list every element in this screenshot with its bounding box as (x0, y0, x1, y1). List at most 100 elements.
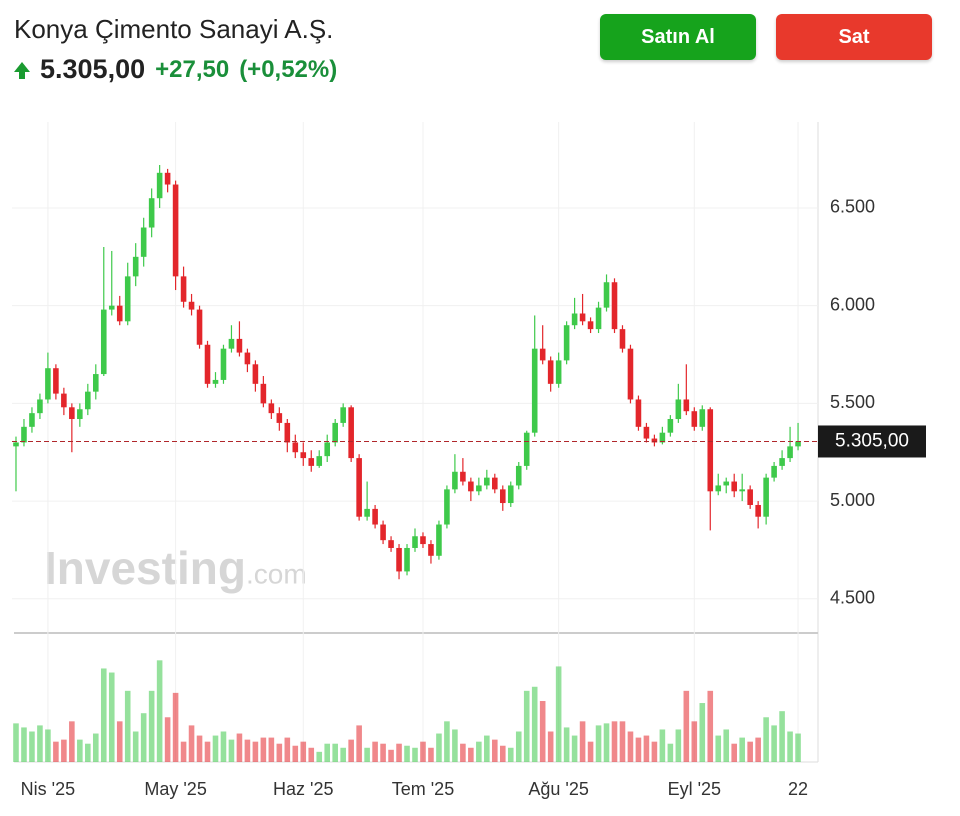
candle-body (180, 276, 187, 302)
volume-bar (316, 751, 323, 762)
candle-body (723, 481, 730, 486)
candle-body (452, 471, 458, 490)
candle-body (380, 524, 386, 541)
candle-body (412, 536, 418, 548)
candle-body (587, 321, 594, 330)
candle-body (507, 485, 514, 504)
candle-body (340, 407, 346, 423)
watermark-suffix: .com (246, 558, 307, 589)
last-price: 5.305,00 (40, 54, 146, 84)
candle-body (324, 442, 331, 457)
volume-bar (579, 721, 586, 762)
candle-body (228, 338, 235, 349)
volume-bar (675, 729, 682, 762)
candle-body (563, 325, 570, 361)
x-tick-label: Nis '25 (21, 779, 75, 799)
volume-bar (85, 743, 91, 762)
candle-body (436, 524, 442, 556)
volume-bar (755, 737, 761, 762)
volume-bar (707, 690, 714, 762)
volume-bar (460, 743, 466, 762)
candle-body (156, 172, 163, 199)
volume-bar (116, 721, 123, 762)
volume-bar (100, 668, 107, 762)
candle-body (77, 409, 83, 420)
volume-bar (499, 745, 506, 762)
volume-bar (372, 741, 378, 762)
volume-bar (172, 692, 179, 762)
buy-button[interactable]: Satın Al (600, 14, 756, 60)
volume-bar (124, 690, 131, 762)
candle-body (308, 458, 315, 466)
volume-bar (611, 721, 618, 762)
volume-bar (691, 721, 698, 762)
volume-bar (659, 729, 666, 762)
volume-bar (148, 690, 155, 762)
volume-bar (747, 741, 753, 762)
candle-body (468, 481, 474, 492)
candle-body (484, 477, 490, 486)
candle-body (276, 413, 283, 423)
candle-body (444, 489, 450, 525)
up-arrow (14, 61, 30, 79)
volume-bar (220, 731, 227, 762)
candle-body (731, 481, 738, 492)
candle-body (428, 544, 434, 556)
volume-bar (715, 735, 722, 762)
volume-bar (204, 741, 211, 762)
volume-bar (595, 725, 602, 762)
candle-body (595, 307, 602, 330)
y-tick-label: 4.500 (830, 588, 875, 608)
candle-body (755, 504, 761, 517)
candle-body (148, 198, 155, 228)
candle-body (124, 276, 131, 322)
volume-bar (340, 747, 346, 762)
volume-bar (324, 743, 331, 762)
volume-bar (412, 747, 418, 762)
candle-body (747, 489, 753, 505)
candle-body (420, 536, 426, 545)
y-tick-label: 6.000 (830, 294, 875, 314)
volume-bar (643, 735, 650, 762)
volume-bar (332, 743, 338, 762)
volume-bar (436, 733, 442, 762)
volume-bar (476, 741, 482, 762)
x-tick-label: Eyl '25 (668, 779, 721, 799)
volume-bar (627, 731, 634, 762)
volume-bar (53, 741, 59, 762)
volume-bar (699, 703, 706, 762)
candle-body (140, 227, 147, 257)
candle-body (108, 305, 115, 310)
candle-body (643, 426, 650, 439)
volume-bar (563, 727, 570, 762)
volume-bar (45, 729, 51, 762)
volume-bar (260, 737, 267, 762)
candle-body (252, 364, 259, 384)
candle-body (523, 432, 530, 466)
volume-bar (651, 741, 658, 762)
candle-body (739, 489, 745, 492)
volume-bar (108, 672, 115, 762)
volume-bar (92, 733, 99, 762)
volume-bar (364, 747, 370, 762)
candle-body (236, 338, 243, 353)
candle-body (787, 446, 793, 459)
candle-body (699, 409, 706, 427)
volume-bar (284, 737, 291, 762)
volume-bar (300, 741, 307, 762)
candle-body (220, 348, 227, 380)
price-change-percent: (+0,52%) (239, 55, 338, 83)
candle-body (619, 329, 626, 349)
volume-bar (492, 739, 498, 762)
volume-bar (212, 735, 219, 762)
volume-bar (539, 701, 546, 762)
candle-body (29, 413, 35, 427)
candle-body (659, 432, 666, 443)
candle-body (771, 465, 777, 478)
volume-bar (37, 725, 43, 762)
sell-button[interactable]: Sat (776, 14, 932, 60)
candle-body (164, 172, 171, 185)
volume-bar (196, 735, 203, 762)
volume-bar (428, 747, 434, 762)
